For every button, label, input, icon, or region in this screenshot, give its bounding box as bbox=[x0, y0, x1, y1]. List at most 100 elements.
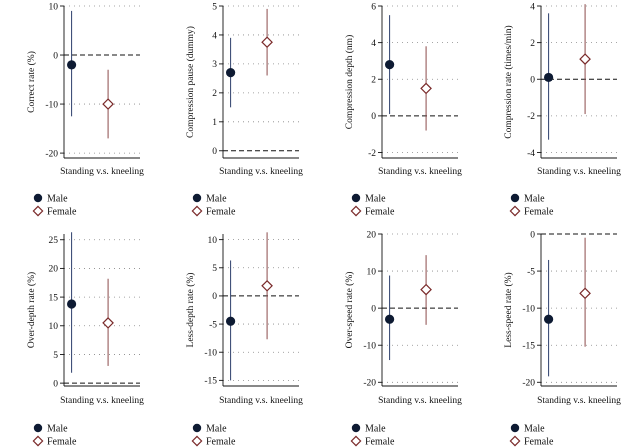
legend-female-label: Female bbox=[524, 437, 554, 448]
male-point-estimate bbox=[67, 60, 77, 70]
male-point-estimate bbox=[544, 314, 554, 324]
y-tick-label: 10 bbox=[208, 236, 218, 246]
y-tick-label: -5 bbox=[209, 320, 217, 330]
legend-female-marker bbox=[191, 205, 203, 217]
y-tick-label: 0 bbox=[53, 379, 58, 389]
y-tick-label: -10 bbox=[45, 100, 58, 110]
y-tick-label: 10 bbox=[49, 322, 59, 332]
y-tick-label: 4 bbox=[212, 31, 217, 41]
chart-panel-8: 0 -5 -10 -15 -20 Less-speed rate (%) Standing … bbox=[503, 230, 621, 447]
y-tick-label: 5 bbox=[212, 264, 217, 274]
y-tick-label: 0 bbox=[530, 76, 535, 86]
legend-male-marker bbox=[192, 193, 202, 203]
y-tick-label: -10 bbox=[522, 304, 535, 314]
y-tick-label: -10 bbox=[204, 349, 217, 359]
y-tick-label: 20 bbox=[367, 230, 377, 240]
x-axis-label: Standing v.s. kneeling bbox=[537, 396, 621, 406]
x-axis-label: Standing v.s. kneeling bbox=[219, 167, 303, 177]
legend-male-marker bbox=[33, 193, 43, 203]
y-tick-label: 0 bbox=[212, 147, 217, 157]
y-axis-label: Compression pause (dummy) bbox=[185, 26, 196, 138]
legend-male-marker bbox=[510, 423, 520, 433]
y-tick-label: 10 bbox=[367, 267, 377, 277]
legend-female-marker bbox=[509, 205, 521, 217]
legend-female-marker bbox=[350, 205, 362, 217]
legend-male-label: Male bbox=[524, 424, 545, 435]
chart-panel-5: 25 20 15 10 5 0 Over-depth rate (%) Standing v.… bbox=[26, 232, 144, 448]
y-tick-label: 0 bbox=[371, 304, 376, 314]
legend-female-marker bbox=[32, 435, 44, 447]
x-axis-label: Standing v.s. kneeling bbox=[378, 167, 462, 177]
female-point-estimate bbox=[261, 279, 273, 292]
x-axis-label: Standing v.s. kneeling bbox=[537, 167, 621, 177]
legend-male-marker bbox=[192, 423, 202, 433]
male-point-estimate bbox=[67, 299, 77, 309]
legend-female-label: Female bbox=[365, 207, 395, 218]
y-tick-label: 4 bbox=[371, 39, 376, 49]
female-point-estimate bbox=[579, 287, 591, 300]
y-tick-label: 5 bbox=[212, 2, 217, 12]
y-tick-label: -20 bbox=[363, 379, 376, 389]
y-tick-label: 4 bbox=[530, 2, 535, 12]
chart-panel-2: 5 4 3 2 1 0 Compression pause (dummy) Standing … bbox=[185, 2, 303, 217]
legend-male-label: Male bbox=[47, 424, 68, 435]
female-point-estimate bbox=[102, 98, 114, 110]
legend-female-label: Female bbox=[206, 207, 236, 218]
x-axis-label: Standing v.s. kneeling bbox=[60, 167, 144, 177]
y-tick-label: -20 bbox=[522, 379, 535, 389]
y-axis-label: Over-depth rate (%) bbox=[26, 272, 37, 348]
y-tick-label: 15 bbox=[49, 293, 59, 303]
female-point-estimate bbox=[420, 283, 432, 296]
male-point-estimate bbox=[385, 314, 395, 324]
y-axis-label: Less-speed rate (%) bbox=[503, 272, 514, 347]
chart-panel-7: 20 10 0 -10 -20 Over-speed rate (%) Standing v… bbox=[344, 230, 462, 447]
chart-panel-4: 4 2 0 -2 -4 Compression rate (times/min) Stand… bbox=[503, 2, 621, 217]
chart-panel-6: 10 5 0 -5 -10 -15 Less-depth rate (%) Standing … bbox=[185, 232, 303, 448]
chart-panel-1: 10 0 -10 -20 Correct rate (%) Standing v.s. k… bbox=[26, 2, 144, 217]
male-point-estimate bbox=[385, 60, 395, 70]
y-tick-label: 0 bbox=[530, 230, 535, 240]
legend-male-marker bbox=[351, 423, 361, 433]
chart-panel-3: 6 4 2 0 -2 Compression depth (nm) Standing v.s… bbox=[344, 2, 462, 217]
legend-female-label: Female bbox=[47, 437, 77, 448]
y-tick-label: -15 bbox=[204, 377, 217, 387]
y-tick-label: 0 bbox=[212, 292, 217, 302]
y-axis-label: Over-speed rate (%) bbox=[344, 272, 355, 349]
legend-male-label: Male bbox=[365, 194, 386, 205]
y-tick-label: -4 bbox=[527, 149, 535, 159]
y-tick-label: -5 bbox=[527, 267, 535, 277]
y-tick-label: -10 bbox=[363, 342, 376, 352]
legend-male-label: Male bbox=[206, 424, 227, 435]
female-point-estimate bbox=[420, 82, 432, 95]
y-tick-label: 5 bbox=[53, 351, 58, 361]
legend-female-marker bbox=[509, 435, 521, 447]
y-tick-label: 0 bbox=[371, 112, 376, 122]
male-point-estimate bbox=[544, 72, 554, 83]
y-tick-label: 25 bbox=[49, 236, 59, 246]
legend-female-label: Female bbox=[365, 437, 395, 448]
legend-male-marker bbox=[33, 423, 43, 433]
legend-male-marker bbox=[351, 193, 361, 203]
y-axis-label: Compression depth (nm) bbox=[344, 35, 355, 129]
y-tick-label: -15 bbox=[522, 342, 535, 352]
y-tick-label: 2 bbox=[371, 76, 376, 86]
legend-male-label: Male bbox=[47, 194, 68, 205]
y-tick-label: 6 bbox=[371, 2, 376, 12]
legend-female-marker bbox=[350, 435, 362, 447]
female-point-estimate bbox=[102, 317, 114, 329]
y-tick-label: 0 bbox=[53, 51, 58, 61]
legend-female-marker bbox=[32, 205, 44, 217]
legend-male-marker bbox=[510, 193, 520, 203]
female-point-estimate bbox=[579, 53, 591, 65]
legend-female-label: Female bbox=[47, 207, 77, 218]
y-tick-label: 10 bbox=[49, 2, 59, 12]
legend-male-label: Male bbox=[206, 194, 227, 205]
y-tick-label: -20 bbox=[45, 149, 58, 159]
y-tick-label: 2 bbox=[212, 89, 217, 99]
y-tick-label: 20 bbox=[49, 265, 59, 275]
legend-male-label: Male bbox=[365, 424, 386, 435]
y-tick-label: 3 bbox=[212, 60, 217, 70]
x-axis-label: Standing v.s. kneeling bbox=[378, 396, 462, 406]
female-point-estimate bbox=[261, 36, 273, 49]
x-axis-label: Standing v.s. kneeling bbox=[219, 396, 303, 406]
